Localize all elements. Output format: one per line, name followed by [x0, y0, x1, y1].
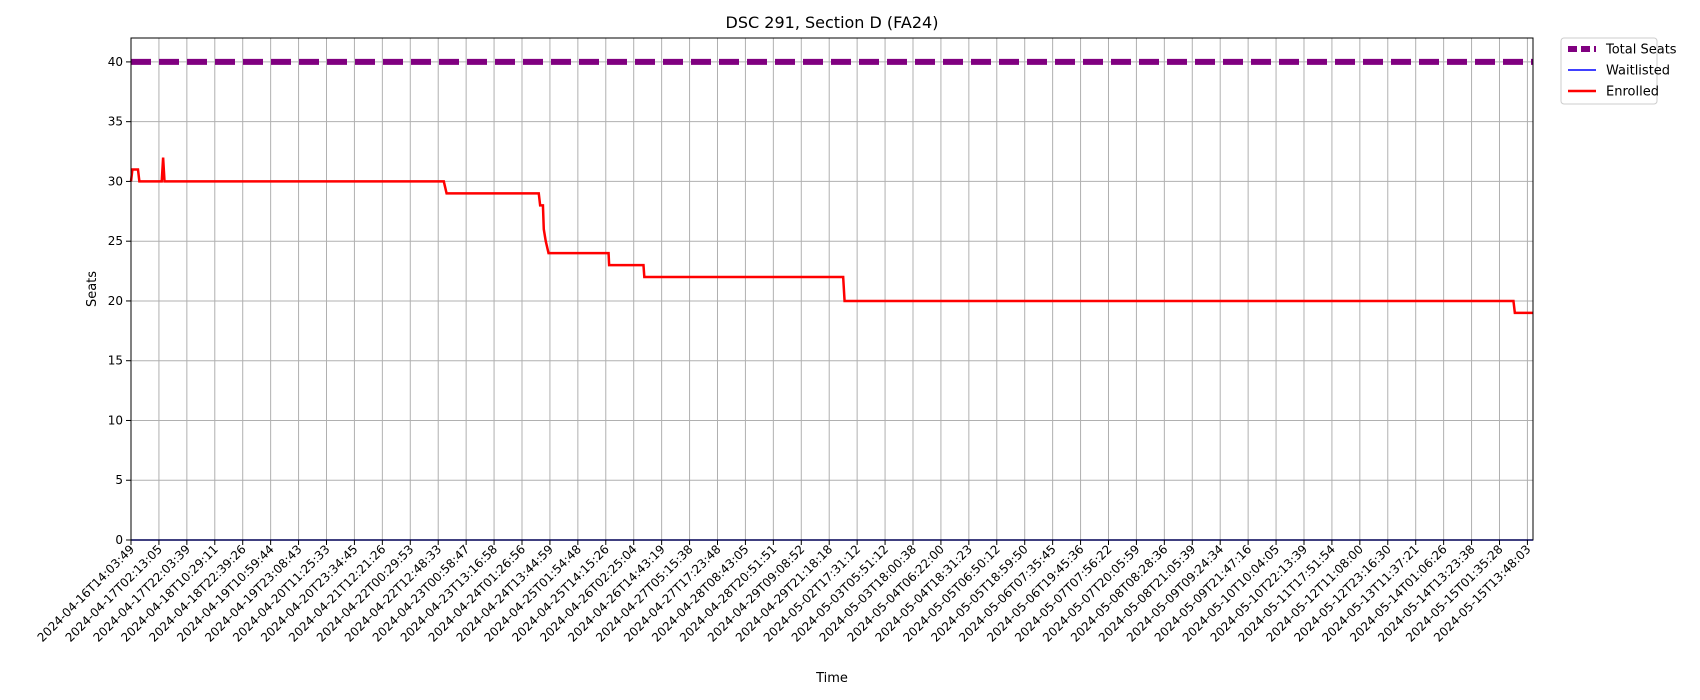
- legend-label: Waitlisted: [1606, 64, 1670, 79]
- y-axis-label: Seats: [85, 271, 100, 307]
- plot-frame: [130, 37, 1534, 541]
- x-axis: 2024-04-16T14:03:492024-04-17T02:13:0520…: [35, 540, 1534, 645]
- grid: [130, 38, 1533, 541]
- chart-title: DSC 291, Section D (FA24): [726, 13, 939, 32]
- y-tick-label: 5: [115, 473, 123, 487]
- y-tick-label: 20: [108, 294, 123, 308]
- y-tick-label: 40: [108, 55, 123, 69]
- legend: Total Seats Waitlisted Enrolled: [1560, 37, 1677, 105]
- y-tick-label: 30: [108, 174, 123, 188]
- x-axis-label: Time: [815, 671, 848, 686]
- legend-label: Total Seats: [1605, 43, 1677, 58]
- legend-box: [1560, 37, 1658, 105]
- y-tick-label: 0: [115, 533, 123, 547]
- legend-label: Enrolled: [1606, 85, 1659, 100]
- y-tick-label: 35: [108, 115, 123, 129]
- y-tick-label: 10: [108, 413, 123, 427]
- y-tick-label: 15: [108, 354, 123, 368]
- y-tick-label: 25: [108, 234, 123, 248]
- y-axis: 0 5 10 15 20 25 30 35 40: [108, 55, 131, 547]
- series-line-enrolled: [129, 157, 1533, 315]
